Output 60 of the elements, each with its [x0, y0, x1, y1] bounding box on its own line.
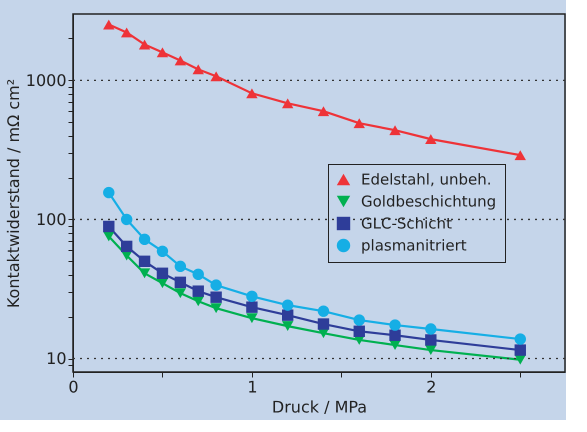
point — [210, 292, 222, 303]
point — [103, 20, 114, 30]
point — [318, 305, 330, 317]
x-axis-title: Druck / MPa — [272, 398, 368, 416]
point — [389, 319, 401, 331]
point — [282, 309, 294, 321]
x-tick-label: 2 — [426, 378, 436, 396]
point — [354, 118, 365, 128]
point — [120, 28, 132, 38]
point — [318, 318, 330, 330]
legend-label: plasmanitriert — [361, 236, 467, 254]
point — [425, 134, 437, 144]
point — [120, 240, 132, 252]
y-tick-label: 100 — [36, 210, 66, 229]
point — [103, 220, 114, 232]
point — [354, 314, 365, 326]
legend-label: Edelstahl, unbeh. — [361, 170, 492, 188]
point — [210, 71, 222, 82]
point — [389, 125, 401, 136]
point — [425, 345, 437, 356]
legend-label: Goldbeschichtung — [361, 192, 496, 210]
point — [210, 303, 222, 314]
point — [138, 256, 150, 268]
point — [282, 321, 294, 332]
point — [246, 313, 258, 324]
point — [192, 285, 204, 297]
point — [282, 98, 294, 108]
point — [246, 290, 258, 302]
point — [156, 47, 168, 58]
point — [246, 88, 258, 98]
point — [425, 323, 437, 335]
point — [514, 333, 526, 345]
point — [514, 344, 526, 356]
point — [156, 246, 168, 257]
point — [354, 326, 365, 337]
point — [425, 334, 437, 346]
point — [318, 106, 330, 116]
x-tick-label: 1 — [247, 378, 258, 396]
point — [389, 330, 401, 341]
point — [156, 268, 168, 279]
y-tick-label: 1000 — [26, 70, 66, 90]
point — [174, 260, 186, 272]
y-axis-title: Kontaktwiderstand / mΩ cm² — [4, 78, 23, 308]
point — [174, 288, 186, 298]
legend-label: GLC-Schicht — [361, 214, 452, 232]
x-tick-label: 0 — [68, 378, 79, 396]
point — [138, 40, 150, 50]
point — [210, 279, 222, 291]
point — [138, 234, 150, 245]
point — [246, 301, 258, 313]
point — [282, 299, 294, 311]
point — [138, 268, 150, 278]
point — [174, 276, 186, 288]
y-tick-label: 10 — [46, 349, 66, 368]
point — [174, 56, 186, 66]
point — [120, 214, 132, 226]
point — [192, 268, 204, 280]
point — [192, 64, 204, 74]
point — [514, 150, 526, 160]
point — [103, 186, 114, 198]
